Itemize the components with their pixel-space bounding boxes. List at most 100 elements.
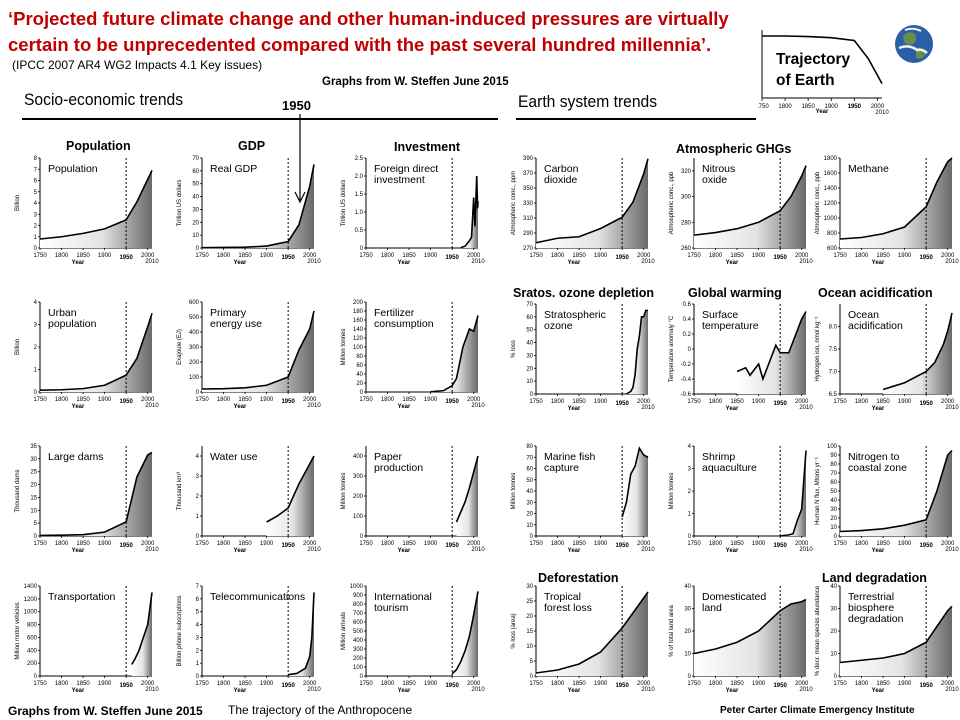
annotation-investment: Investment (394, 140, 460, 154)
x-axis-label: Year (726, 548, 739, 554)
x-axis-label: Year (568, 688, 581, 694)
chart-panel-gdp: 0 10 20 30 40 50 60 70 1750 1800 1850 1900 1950 20002… (177, 156, 321, 266)
x-tick-label: 2000 (467, 681, 481, 687)
series-line (839, 605, 953, 664)
y-tick-label: 20 (830, 516, 837, 522)
y-tick-label: 10 (526, 523, 533, 529)
y-tick-label: 10 (526, 644, 533, 650)
x-axis-label: Year (234, 404, 247, 410)
x-tick-label: 1950 (281, 543, 295, 549)
panel-title: Primary (210, 307, 247, 319)
marker-1950-label: 1950 (282, 98, 311, 113)
y-tick-label: 70 (526, 455, 533, 461)
x-tick-label: 1950 (615, 683, 629, 689)
x-tick-label: 1800 (551, 681, 565, 687)
y-tick-label: 5 (196, 610, 200, 616)
y-tick-label: 0 (688, 534, 692, 540)
y-tick-label: 0.2 (683, 332, 692, 338)
x-axis-label: Year (872, 688, 885, 694)
chart-panel-tourism: 0 100 200 300 400 500 600 700 800 900 1000 1750 1800… (341, 584, 485, 694)
x-tick-label: 1850 (572, 681, 586, 687)
series-line (288, 592, 315, 676)
y-tick-label: 2 (688, 489, 692, 495)
series-area (694, 165, 806, 248)
panel-title: dioxide (544, 174, 577, 186)
x-end-label: 2010 (307, 547, 321, 553)
y-tick-label: 390 (523, 156, 534, 162)
series-line (266, 455, 315, 523)
y-tick-label: 40 (830, 498, 837, 504)
x-tick-label: 1900 (424, 541, 438, 547)
x-tick-label: 1850 (402, 681, 416, 687)
x-end-label: 2010 (641, 259, 655, 265)
x-end-label: 2010 (471, 687, 485, 693)
panel-title: production (374, 462, 423, 474)
x-axis-label: Year (872, 548, 885, 554)
series-line (535, 591, 649, 674)
x-tick-label: 1950 (773, 401, 787, 407)
x-tick-label: 1750 (33, 541, 47, 547)
panel-title: Telecommunications (210, 591, 305, 603)
y-axis-label: % decr. mean species abundance (815, 585, 821, 676)
series-area (883, 313, 952, 394)
series-line (736, 311, 807, 382)
y-tick-label: 400 (189, 330, 200, 336)
y-tick-label: 0 (34, 674, 38, 680)
y-tick-label: 20 (192, 220, 199, 226)
x-tick-label: 1800 (55, 681, 69, 687)
y-tick-label: 2 (34, 224, 38, 230)
chart-panel-forest: 0 5 10 15 20 25 30 1750 1800 1850 1900 1950 20002010… (511, 584, 655, 694)
panel-title: capture (544, 462, 579, 474)
x-tick-label: 1900 (898, 399, 912, 405)
series-area (202, 311, 314, 392)
y-axis-label: Million motor vehicles (15, 602, 21, 659)
footer-title: The trajectory of the Anthropocene (228, 703, 413, 717)
y-tick-label: 160 (353, 318, 364, 324)
x-tick-label: 1800 (551, 541, 565, 547)
panel-title: ozone (544, 320, 573, 332)
x-tick-label: 1900 (98, 681, 112, 687)
y-tick-label: 50 (526, 478, 533, 484)
y-tick-label: 1 (196, 514, 200, 520)
x-tick-label: 1900 (898, 541, 912, 547)
y-tick-label: 900 (353, 593, 364, 599)
y-axis-label: Billion (15, 195, 21, 211)
chart-panel-temp: -0.6 -0.4 -0.2 0 0.2 0.4 0.6 1750 1800 1850 1900 19… (669, 302, 813, 412)
y-tick-label: 3 (34, 212, 38, 218)
y-tick-label: 15 (526, 629, 533, 635)
x-tick-label: 1950 (445, 543, 459, 549)
x-tick-label: 1800 (709, 399, 723, 405)
y-tick-label: 800 (27, 623, 38, 629)
x-end-label: 2010 (799, 547, 813, 553)
x-tick-label: 1750 (529, 541, 543, 547)
x-tick-label: 1900 (752, 541, 766, 547)
y-tick-label: 0 (530, 534, 534, 540)
trajectory-title: Trajectory of Earth (776, 49, 850, 91)
panel-title: Water use (210, 451, 258, 463)
x-tick-label: 2000 (467, 397, 481, 403)
annotation-deforestation: Deforestation (538, 571, 619, 585)
x-tick-label: 1900 (260, 681, 274, 687)
annotation-warming: Global warming (688, 286, 782, 300)
y-tick-label: 5 (34, 190, 38, 196)
x-tick-label: 1850 (730, 541, 744, 547)
y-tick-label: 40 (526, 341, 533, 347)
y-tick-label: 100 (353, 665, 364, 671)
chart-panel-ch4: 600 800 1000 1200 1400 1600 1800 1750 1800 1850 19… (815, 156, 959, 266)
x-tick-label: 1750 (195, 681, 209, 687)
x-tick-label: 2000 (303, 681, 317, 687)
x-tick-label: 2000 (141, 397, 155, 403)
x-tick-label: 1850 (730, 681, 744, 687)
x-tick-label: 1800 (709, 681, 723, 687)
y-tick-label: 100 (353, 345, 364, 351)
y-tick-label: 3 (688, 467, 692, 473)
y-tick-label: 1600 (824, 171, 838, 177)
y-tick-label: 50 (192, 182, 199, 188)
x-tick-label: 1750 (359, 253, 373, 259)
x-tick-label: 2000 (141, 253, 155, 259)
chart-panel-paper: 0 100 200 300 400 1750 1800 1850 1900 1950 2000201… (341, 446, 485, 554)
y-axis-label: Million tonnes (341, 473, 347, 510)
y-tick-label: 80 (526, 444, 533, 450)
